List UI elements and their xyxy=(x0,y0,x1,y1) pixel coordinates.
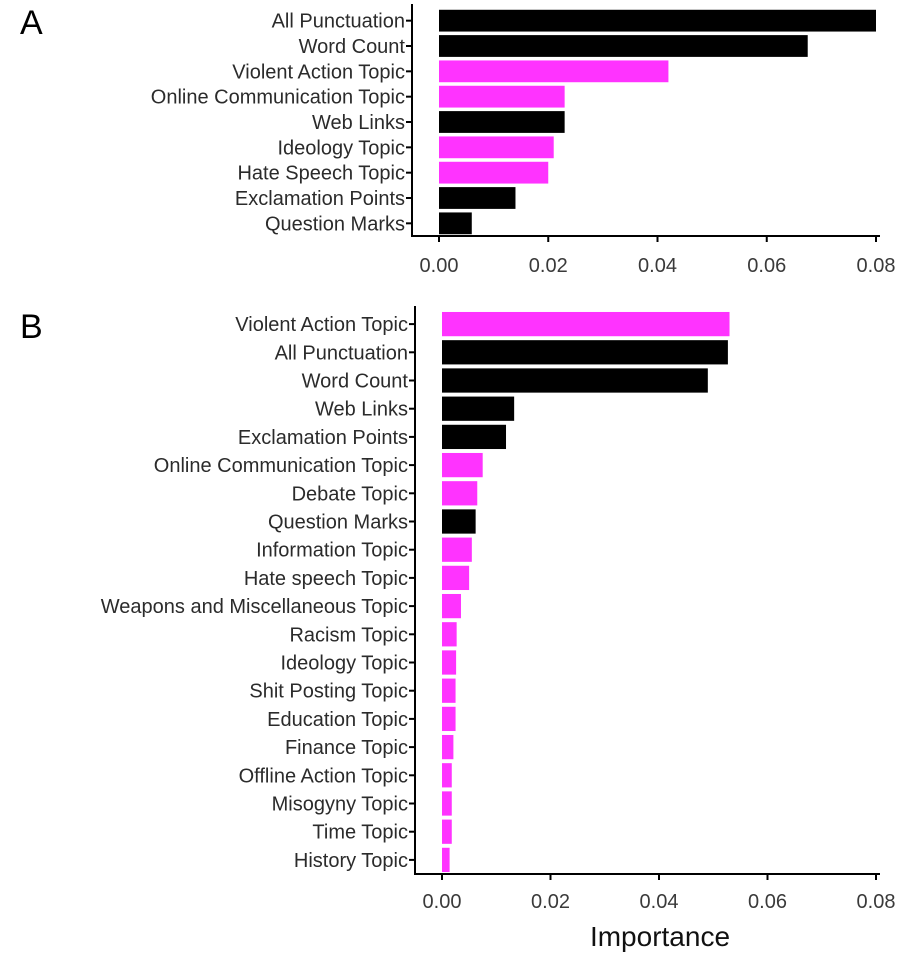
x-tick-label: 0.04 xyxy=(640,891,679,913)
bar-misogyny-topic xyxy=(442,791,452,816)
bar-hate-speech-topic xyxy=(439,161,549,184)
bar-violent-action-topic xyxy=(442,311,730,337)
category-label: Finance Topic xyxy=(285,737,408,759)
bar-racism-topic xyxy=(442,622,457,647)
bar-education-topic xyxy=(442,706,456,732)
category-label: Violent Action Topic xyxy=(235,314,408,336)
x-tick-label: 0.06 xyxy=(748,891,787,913)
x-tick-label: 0.02 xyxy=(529,255,568,277)
bar-shit-posting-topic xyxy=(442,678,456,703)
category-label: Question Marks xyxy=(268,512,408,534)
category-label: Information Topic xyxy=(256,540,408,562)
category-label: Misogyny Topic xyxy=(272,794,408,816)
bar-weapons-and-miscellaneous-topic xyxy=(442,593,461,619)
panel-a: A All Punctuation Word Count Violent Action… xyxy=(20,4,895,277)
category-label: Offline Action Topic xyxy=(239,765,408,787)
bar-history-topic xyxy=(442,847,450,873)
x-tick-label: 0.08 xyxy=(857,255,896,277)
x-axis-title: Importance xyxy=(590,921,730,952)
category-label: Hate speech Topic xyxy=(244,568,408,590)
panel-label: A xyxy=(20,4,43,42)
x-tick-label: 0.00 xyxy=(420,255,459,277)
bar-debate-topic xyxy=(442,481,478,506)
x-tick-label: 0.08 xyxy=(857,891,896,913)
category-label: Online Communication Topic xyxy=(151,87,405,109)
bar-finance-topic xyxy=(442,734,454,760)
panel-label: B xyxy=(20,308,43,346)
category-label: Shit Posting Topic xyxy=(249,681,408,703)
bar-online-communication-topic xyxy=(439,85,565,108)
category-label: Weapons and Miscellaneous Topic xyxy=(101,596,408,618)
x-tick-label: 0.06 xyxy=(747,255,786,277)
category-label: Racism Topic xyxy=(289,624,408,646)
category-label: Word Count xyxy=(302,371,409,393)
bar-exclamation-points xyxy=(442,424,507,450)
bar-online-communication-topic xyxy=(442,452,483,478)
x-tick-label: 0.04 xyxy=(638,255,677,277)
bar-question-marks xyxy=(442,509,476,534)
bar-ideology-topic xyxy=(442,650,457,675)
bar-information-topic xyxy=(442,537,472,562)
bar-all-punctuation xyxy=(439,9,876,32)
bar-web-links xyxy=(442,396,515,421)
bar-hate-speech-topic xyxy=(442,565,470,591)
category-label: Web Links xyxy=(315,399,408,421)
category-label: Time Topic xyxy=(312,822,408,844)
category-label: Word Count xyxy=(299,36,406,58)
bar-word-count xyxy=(442,368,708,393)
panel-b: B Violent Action Topic All Punctuation Word… xyxy=(20,306,895,952)
category-label: Debate Topic xyxy=(292,483,408,505)
bar-word-count xyxy=(439,35,808,57)
bar-ideology-topic xyxy=(439,136,554,159)
x-tick-label: 0.02 xyxy=(531,891,570,913)
category-label: Online Communication Topic xyxy=(154,455,408,477)
x-tick-label: 0.00 xyxy=(423,891,462,913)
category-label: Violent Action Topic xyxy=(232,61,405,83)
category-label: Exclamation Points xyxy=(238,427,408,449)
category-label: All Punctuation xyxy=(275,342,408,364)
bar-web-links xyxy=(439,111,565,133)
bar-time-topic xyxy=(442,819,452,844)
category-label: All Punctuation xyxy=(272,11,405,33)
category-label: Ideology Topic xyxy=(278,137,406,159)
category-label: Exclamation Points xyxy=(235,188,405,210)
bar-violent-action-topic xyxy=(439,60,669,83)
category-label: Hate Speech Topic xyxy=(237,163,405,185)
category-label: Question Marks xyxy=(265,213,405,235)
bar-offline-action-topic xyxy=(442,763,452,788)
category-label: Ideology Topic xyxy=(281,653,409,675)
category-label: Education Topic xyxy=(267,709,408,731)
category-label: Web Links xyxy=(312,112,405,134)
bar-all-punctuation xyxy=(442,340,728,365)
category-label: History Topic xyxy=(294,850,408,872)
bar-question-marks xyxy=(439,212,472,235)
bar-exclamation-points xyxy=(439,187,516,209)
